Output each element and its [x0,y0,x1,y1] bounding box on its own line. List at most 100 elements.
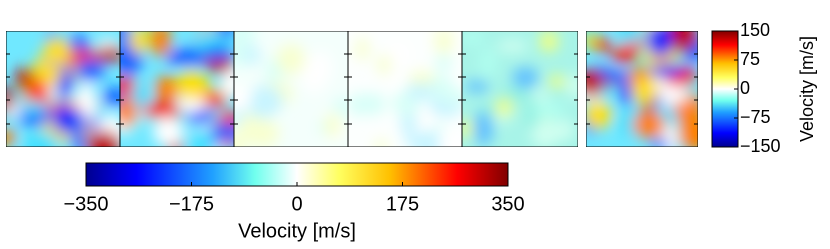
field-blob [152,116,184,147]
colorbar-tick-label: −350 [63,193,108,215]
field-blob [209,122,234,142]
field-blob [631,76,658,105]
field-blob [412,130,445,147]
colorbar-tick-label: 150 [740,20,770,40]
field-panel [120,31,234,147]
field-blob [566,74,578,99]
field-blob [6,129,16,147]
field-blob [53,103,75,134]
field-blob [75,58,105,81]
field-blob [130,31,149,54]
field-blob [244,45,260,66]
colorbar-tick-label: 75 [740,49,760,69]
field-blob [120,95,137,127]
field-blob [392,68,406,94]
field-blob [479,47,496,78]
field-blob [142,102,176,118]
field-blob [610,47,638,63]
field-blob [188,128,215,147]
field-blob [23,131,60,147]
field-blob [154,75,179,102]
field-blob [174,95,207,113]
field-blob [384,41,412,68]
field-blob [678,116,698,147]
field-blob [21,100,45,115]
colorbar-label: Velocity [m/s] [238,220,356,242]
field-blob [81,81,94,97]
field-blob [464,80,490,93]
field-blob [42,38,71,63]
field-blob [234,132,244,147]
field-blob [494,97,513,116]
field-blob [324,112,342,139]
field-blob [257,87,283,115]
field-blob [298,54,328,74]
field-blob [176,48,203,67]
field-blob [586,69,605,97]
field-blob [632,110,666,139]
field-blob [377,54,392,76]
colorbar-tick-label: 0 [740,78,750,98]
field-blobs [586,31,698,147]
field-blob [276,44,306,75]
field-blob [355,37,369,61]
colorbar-tick-label: −175 [169,193,214,215]
field-blob [675,83,688,104]
colorbar-tick-label: 0 [291,193,302,215]
field-blob [408,71,436,85]
field-blobs [234,31,348,147]
field-blob [434,31,454,55]
field-blob [532,101,566,119]
field-blob [220,64,234,100]
field-blob [96,46,120,62]
field-blob [120,31,132,39]
field-blob [586,100,613,130]
field-blobs [6,31,120,147]
field-blob [238,113,267,145]
field-blob [652,138,670,147]
field-blob [651,64,684,77]
colorbar-vertical [711,30,739,148]
field-blob [120,77,137,94]
field-blob [374,139,388,147]
field-blob [234,84,253,112]
field-blob [620,80,633,106]
colorbar-tick-label: −150 [740,136,781,156]
field-panel [6,31,120,147]
field-blobs [120,31,234,147]
field-blob [548,74,566,89]
field-blob [102,87,120,106]
field-blob [539,31,559,53]
field-blob [473,110,494,147]
colorbar-tick-label: 175 [386,193,419,215]
field-panel [586,31,698,147]
field-blob [496,39,529,53]
field-blob [441,88,462,106]
field-blob [86,130,120,147]
field-panel [348,31,462,147]
field-blob [462,31,485,46]
colorbar-tick-label: −75 [740,107,771,127]
field-blob [599,86,614,99]
field-blob [647,31,673,58]
field-blob [618,31,641,44]
field-blob [434,55,454,71]
field-blob [203,45,233,61]
field-blob [665,31,698,52]
velocity-fields [6,31,698,147]
field-blob [150,31,171,57]
field-panel [234,31,348,147]
field-blob [360,92,386,116]
colorbar-label: Velocity [m/s] [797,36,817,142]
field-panel [462,31,578,147]
field-blob [438,124,462,147]
colorbar-tick-label: 350 [491,193,524,215]
field-blob [176,70,208,101]
field-blobs [462,31,578,147]
field-blob [168,50,182,64]
field-blob [553,119,575,141]
field-blob [612,70,629,83]
field-blobs [348,31,462,147]
field-blob [512,67,539,89]
